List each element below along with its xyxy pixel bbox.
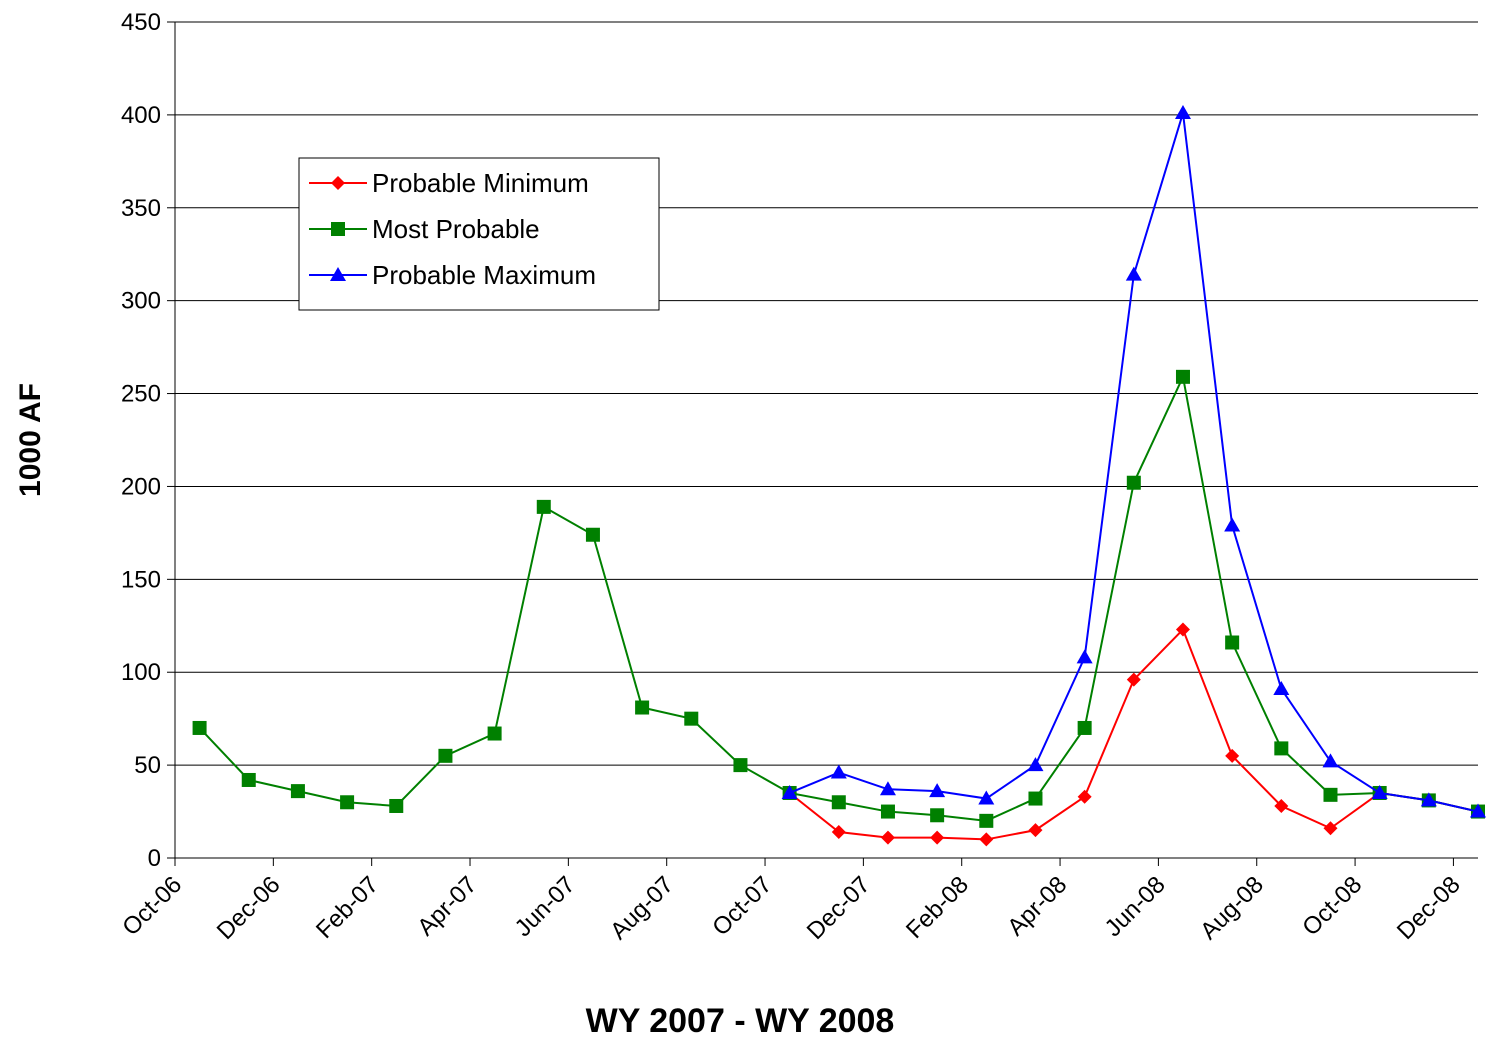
point (330, 267, 346, 281)
x-tick-label: Oct-07 (707, 871, 777, 941)
point (1027, 757, 1044, 772)
series-line (789, 112, 1479, 813)
point (1174, 105, 1191, 120)
y-tick-label: 100 (121, 659, 161, 686)
point (979, 832, 994, 847)
y-tick-label: 450 (121, 9, 161, 36)
point (331, 176, 345, 190)
x-tick-label: Aug-08 (1195, 871, 1269, 945)
point (879, 781, 896, 796)
point (1225, 748, 1240, 763)
legend-label: Probable Minimum (372, 168, 589, 198)
x-axis-title: WY 2007 - WY 2008 (586, 1002, 895, 1040)
x-tick-label: Dec-06 (212, 871, 286, 945)
y-tick-label: 300 (121, 288, 161, 315)
point (1076, 649, 1093, 664)
point (880, 804, 895, 819)
point (241, 772, 256, 787)
x-tick-label: Feb-07 (311, 871, 384, 944)
point (487, 726, 502, 741)
y-axis-title: 1000 AF (14, 383, 47, 497)
y-tick-label: 200 (121, 473, 161, 500)
legend-label: Probable Maximum (372, 260, 596, 290)
x-tick-label: Dec-08 (1392, 871, 1466, 945)
point (331, 222, 345, 236)
point (536, 499, 551, 514)
point (1273, 680, 1290, 695)
point (1371, 784, 1388, 799)
point (192, 720, 207, 735)
point (290, 784, 305, 799)
x-tick-label: Oct-06 (117, 871, 187, 941)
point (1028, 823, 1043, 838)
y-tick-label: 50 (134, 752, 161, 779)
point (979, 813, 994, 828)
point (1077, 720, 1092, 735)
x-tick-label: Jun-07 (510, 871, 581, 942)
point (831, 795, 846, 810)
point (830, 764, 847, 779)
point (781, 784, 798, 799)
point (978, 790, 995, 805)
point (733, 758, 748, 773)
x-tick-label: Apr-07 (412, 871, 482, 941)
point (1420, 792, 1437, 807)
point (831, 824, 846, 839)
point (1322, 753, 1339, 768)
point (340, 795, 355, 810)
point (1126, 672, 1141, 687)
point (684, 711, 699, 726)
y-tick-label: 250 (121, 381, 161, 408)
y-tick-label: 350 (121, 195, 161, 222)
point (1274, 798, 1289, 813)
point (930, 830, 945, 845)
legend-label: Most Probable (372, 214, 540, 244)
point (1323, 787, 1338, 802)
point (1323, 821, 1338, 836)
legend: Probable Minimum Most Probable Probable Ma… (298, 157, 660, 311)
x-tick-label: Dec-07 (802, 871, 876, 945)
x-tick-label: Jun-08 (1100, 871, 1171, 942)
point (1274, 741, 1289, 756)
point (929, 783, 946, 798)
point (1470, 803, 1486, 818)
point (1126, 475, 1141, 490)
y-tick-label: 150 (121, 566, 161, 593)
x-tick-label: Aug-07 (605, 871, 679, 945)
point (1175, 369, 1190, 384)
point (389, 798, 404, 813)
point (1077, 789, 1092, 804)
point (1125, 266, 1142, 281)
point (1028, 791, 1043, 806)
x-tick-label: Apr-08 (1002, 871, 1072, 941)
y-tick-label: 0 (148, 845, 161, 872)
point (1224, 517, 1241, 532)
x-tick-label: Feb-08 (901, 871, 974, 944)
point (1225, 635, 1240, 650)
point (585, 527, 600, 542)
y-tick-label: 400 (121, 102, 161, 129)
point (438, 748, 453, 763)
point (880, 830, 895, 845)
point (1175, 622, 1190, 637)
point (635, 700, 650, 715)
x-tick-label: Oct-08 (1297, 871, 1367, 941)
point (930, 808, 945, 823)
